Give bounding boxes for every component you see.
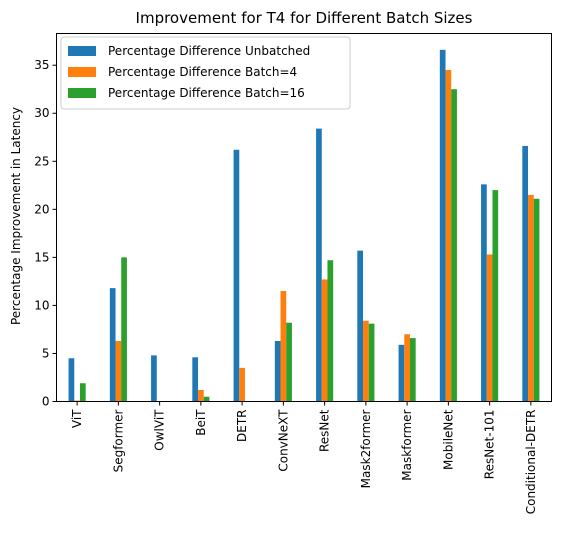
bar — [121, 257, 127, 402]
legend-swatch — [68, 46, 96, 56]
x-tick-label: DETR — [235, 410, 249, 443]
y-axis-label: Percentage Improvement in Latency — [9, 107, 23, 325]
legend-label: Percentage Difference Unbatched — [108, 44, 310, 58]
legend-swatch — [68, 67, 96, 77]
y-axis-ticks: 0 5 10 15 20 25 30 35 — [34, 58, 57, 409]
y-tick-label: 30 — [34, 106, 49, 120]
plot-frame — [56, 33, 552, 402]
bar — [239, 367, 245, 402]
bar — [274, 340, 281, 402]
bar — [409, 338, 416, 402]
bar — [533, 198, 540, 402]
bar — [151, 355, 157, 402]
x-tick-label: Segformer — [111, 409, 125, 472]
chart-title: Improvement for T4 for Different Batch S… — [136, 9, 473, 27]
y-tick-label: 15 — [34, 250, 49, 264]
bar — [522, 145, 529, 402]
bar — [528, 194, 534, 402]
bar — [115, 340, 122, 402]
bar — [203, 396, 210, 402]
x-tick-label: ConvNeXT — [276, 409, 290, 472]
bar — [233, 149, 240, 402]
x-tick-label: BeiT — [194, 409, 208, 436]
y-tick-label: 20 — [34, 202, 49, 216]
bar — [79, 383, 86, 402]
x-tick-label: OwlViT — [153, 409, 167, 451]
y-tick-label: 25 — [34, 154, 49, 168]
y-tick-label: 10 — [34, 298, 49, 312]
bar — [109, 288, 116, 402]
legend-box — [60, 36, 351, 110]
bar — [316, 128, 322, 402]
x-tick-label: ResNet-101 — [483, 410, 497, 480]
bar — [445, 70, 452, 402]
bar — [451, 89, 457, 402]
legend-label: Percentage Difference Batch=16 — [108, 86, 305, 100]
bar — [280, 291, 287, 402]
bar — [286, 322, 292, 402]
bar — [486, 254, 493, 402]
bar — [398, 344, 405, 402]
bar — [481, 184, 487, 402]
x-tick-label: Conditional-DETR — [524, 410, 538, 515]
bar — [368, 323, 375, 402]
bar — [198, 389, 204, 402]
legend: Percentage Difference Unbatched Percentag… — [60, 36, 351, 110]
bar — [492, 190, 499, 402]
bar — [363, 320, 369, 402]
x-tick-label: Mask2former — [359, 409, 373, 488]
bar — [192, 357, 199, 402]
legend-label: Percentage Difference Batch=4 — [108, 65, 297, 79]
x-tick-label: ResNet — [318, 409, 332, 452]
y-tick-label: 0 — [42, 395, 50, 409]
y-tick-label: 5 — [42, 346, 50, 360]
bar — [404, 334, 410, 402]
x-tick-label: ViT — [70, 409, 84, 428]
bar — [357, 250, 364, 402]
legend-swatch — [68, 88, 96, 98]
bar — [327, 260, 334, 402]
x-axis-ticks: ViT Segformer OwlViT BeiT DETR ConvNeXT ResNet… — [70, 401, 538, 515]
x-tick-label: MobileNet — [441, 409, 455, 470]
y-tick-label: 35 — [34, 58, 49, 72]
bar-series-group — [68, 49, 540, 402]
bar — [321, 279, 328, 402]
bar — [439, 49, 446, 402]
x-tick-label: Maskformer — [400, 409, 414, 480]
bar — [68, 358, 75, 402]
